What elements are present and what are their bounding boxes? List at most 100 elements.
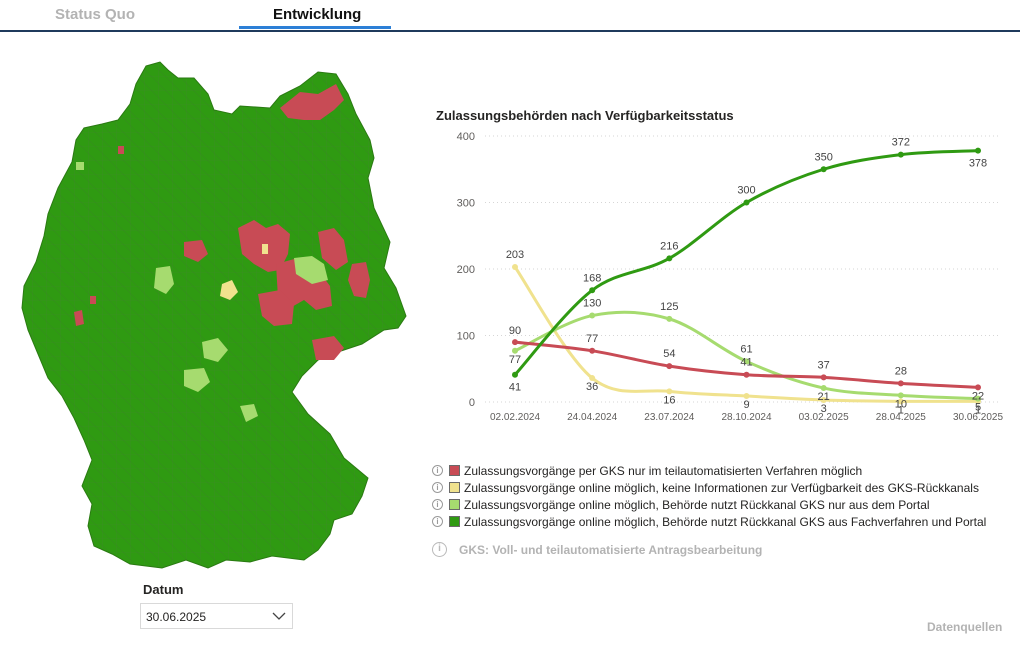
info-icon[interactable]: i — [432, 482, 443, 493]
data-label: 61 — [740, 343, 752, 355]
district-yellow[interactable] — [262, 244, 268, 254]
legend-item[interactable]: i Zulassungsvorgänge per GKS nur im teil… — [432, 462, 1017, 479]
district-red[interactable] — [348, 262, 370, 298]
district-lightgreen[interactable] — [202, 338, 228, 362]
data-label: 300 — [737, 185, 755, 197]
data-point[interactable] — [512, 347, 518, 354]
tab-entwicklung[interactable]: Entwicklung — [273, 6, 362, 23]
data-label: 216 — [660, 240, 678, 252]
data-point[interactable] — [975, 395, 981, 402]
line-chart[interactable]: 0 100 200 300 400 02.02.2024 24.04.2024 23.07.2… — [430, 128, 1015, 428]
district-red[interactable] — [280, 84, 344, 120]
data-point[interactable] — [589, 375, 596, 382]
data-point[interactable] — [897, 398, 904, 405]
data-point[interactable] — [666, 363, 673, 370]
data-point[interactable] — [743, 371, 750, 378]
data-point[interactable] — [589, 287, 596, 294]
district-red[interactable] — [90, 296, 96, 304]
legend-swatch-yellow — [449, 482, 460, 493]
data-label: 3 — [821, 403, 827, 415]
district-lightgreen[interactable] — [154, 266, 174, 294]
data-point[interactable] — [743, 393, 750, 400]
data-point[interactable] — [975, 147, 981, 154]
district-red[interactable] — [74, 310, 84, 326]
data-label: 125 — [660, 301, 678, 313]
gks-link-label: GKS: Voll- und teilautomatisierte Antrag… — [459, 542, 763, 557]
data-point[interactable] — [589, 312, 596, 319]
district-red[interactable] — [312, 336, 344, 360]
district-lightgreen[interactable] — [76, 162, 84, 170]
data-point[interactable] — [589, 347, 596, 354]
data-point[interactable] — [666, 315, 673, 322]
data-label: 203 — [506, 249, 524, 261]
data-label: 41 — [509, 382, 521, 394]
y-tick-label: 0 — [469, 397, 475, 409]
x-tick-label: 28.04.2025 — [876, 412, 926, 423]
info-icon: i — [432, 542, 447, 557]
district-yellow[interactable] — [220, 280, 238, 300]
data-point[interactable] — [666, 388, 673, 395]
chart-legend: i Zulassungsvorgänge per GKS nur im teil… — [432, 462, 1017, 530]
district-red[interactable] — [318, 228, 348, 270]
district-red[interactable] — [258, 290, 294, 326]
district-lightgreen[interactable] — [294, 256, 328, 284]
data-label: 5 — [975, 402, 981, 414]
legend-label: Zulassungsvorgänge online möglich, Behör… — [464, 514, 987, 529]
legend-item[interactable]: i Zulassungsvorgänge online möglich, Beh… — [432, 513, 1017, 530]
legend-item[interactable]: i Zulassungsvorgänge online möglich, Beh… — [432, 496, 1017, 513]
legend-swatch-darkgreen — [449, 516, 460, 527]
germany-map[interactable] — [18, 48, 418, 578]
tab-bar: Status Quo Entwicklung — [0, 0, 1020, 32]
data-point[interactable] — [820, 166, 827, 173]
data-label: 9 — [743, 399, 749, 411]
legend-label: Zulassungsvorgänge online möglich, keine… — [464, 480, 979, 495]
y-tick-label: 100 — [457, 331, 475, 343]
data-label: 16 — [663, 394, 675, 406]
data-label: 77 — [586, 333, 598, 345]
data-point[interactable] — [820, 374, 827, 381]
info-icon[interactable]: i — [432, 465, 443, 476]
datum-dropdown[interactable]: 30.06.2025 — [140, 603, 293, 629]
district-red[interactable] — [118, 146, 124, 154]
active-tab-indicator — [239, 26, 391, 29]
data-point[interactable] — [512, 264, 518, 271]
info-icon[interactable]: i — [432, 516, 443, 527]
data-point[interactable] — [820, 385, 827, 392]
data-label: 21 — [818, 391, 830, 403]
series-line[interactable] — [513, 266, 979, 403]
x-tick-label: 28.10.2024 — [721, 412, 771, 423]
data-label: 54 — [663, 348, 675, 360]
data-point[interactable] — [743, 199, 750, 206]
info-icon[interactable]: i — [432, 499, 443, 510]
x-tick-label: 03.02.2025 — [799, 412, 849, 423]
data-point[interactable] — [897, 151, 904, 158]
data-point[interactable] — [897, 392, 904, 399]
x-tick-label: 02.02.2024 — [490, 412, 540, 423]
legend-item[interactable]: i Zulassungsvorgänge online möglich, kei… — [432, 479, 1017, 496]
data-label: 378 — [969, 158, 987, 170]
data-point[interactable] — [666, 255, 673, 262]
gks-link[interactable]: i GKS: Voll- und teilautomatisierte Antr… — [432, 542, 762, 557]
legend-label: Zulassungsvorgänge online möglich, Behör… — [464, 497, 930, 512]
datenquellen-link[interactable]: Datenquellen — [927, 620, 1003, 634]
y-tick-label: 400 — [457, 131, 475, 143]
district-lightgreen[interactable] — [240, 404, 258, 422]
data-point[interactable] — [975, 384, 981, 391]
data-point[interactable] — [820, 397, 827, 404]
data-label: 90 — [509, 325, 521, 337]
district-red[interactable] — [184, 240, 208, 262]
data-label: 1 — [898, 404, 904, 416]
series-line[interactable] — [514, 310, 979, 401]
data-label: 1 — [975, 404, 981, 416]
x-tick-label: 23.07.2024 — [644, 412, 694, 423]
district-lightgreen[interactable] — [184, 368, 210, 392]
y-tick-label: 200 — [457, 264, 475, 276]
y-tick-label: 300 — [457, 198, 475, 210]
data-point[interactable] — [743, 358, 750, 365]
data-point[interactable] — [512, 371, 518, 378]
legend-swatch-lightgreen — [449, 499, 460, 510]
tab-status-quo[interactable]: Status Quo — [55, 6, 136, 23]
data-point[interactable] — [897, 380, 904, 387]
chevron-down-icon — [272, 612, 286, 620]
data-point[interactable] — [512, 339, 518, 346]
